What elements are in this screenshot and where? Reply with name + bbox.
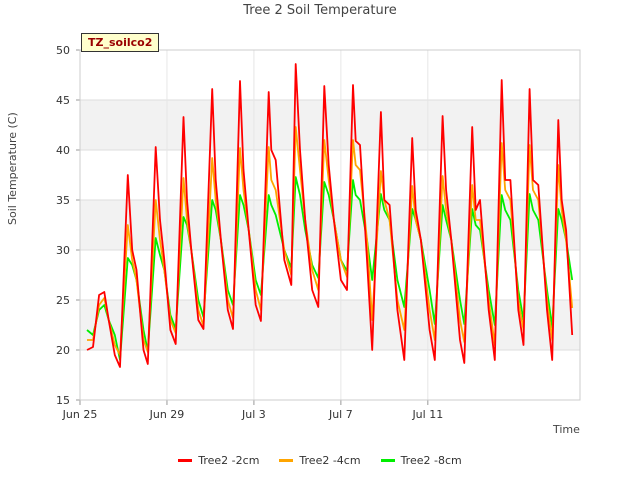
chart-title: Tree 2 Soil Temperature xyxy=(243,3,397,18)
y-tick-label: 45 xyxy=(56,94,70,107)
x-tick-label: Jun 29 xyxy=(149,408,185,421)
legend-item-8cm: Tree2 -8cm xyxy=(380,454,462,467)
legend-label-8cm: Tree2 -8cm xyxy=(400,454,462,467)
plot-band xyxy=(80,100,580,150)
legend-item-4cm: Tree2 -4cm xyxy=(279,454,361,467)
x-tick-label: Jul 11 xyxy=(411,408,443,421)
legend-swatch-2cm xyxy=(178,459,193,462)
y-axis-label: Soil Temperature (C) xyxy=(6,112,19,225)
y-tick-label: 50 xyxy=(56,44,70,57)
x-tick-label: Jul 3 xyxy=(241,408,266,421)
plot-frame xyxy=(79,49,581,401)
legend-swatch-4cm xyxy=(279,459,294,462)
legend: Tree2 -2cm Tree2 -4cm Tree2 -8cm xyxy=(0,454,640,467)
x-tick-label: Jun 25 xyxy=(62,408,98,421)
y-tick-label: 15 xyxy=(56,394,70,407)
y-tick-label: 35 xyxy=(56,194,70,207)
site-badge: TZ_soilco2 xyxy=(81,33,160,52)
y-tick-label: 30 xyxy=(56,244,70,257)
legend-item-2cm: Tree2 -2cm xyxy=(178,454,259,467)
x-tick-label: Jul 7 xyxy=(328,408,353,421)
plot-band xyxy=(80,300,580,350)
legend-label-2cm: Tree2 -2cm xyxy=(198,454,260,467)
series-line-tree2-2cm xyxy=(86,63,574,368)
y-tick-label: 40 xyxy=(56,144,70,157)
legend-label-4cm: Tree2 -4cm xyxy=(299,454,361,467)
y-tick-label: 20 xyxy=(56,344,70,357)
legend-swatch-8cm xyxy=(380,459,395,462)
y-tick-label: 25 xyxy=(56,294,70,307)
x-axis-label: Time xyxy=(553,423,580,436)
plot-band xyxy=(80,200,580,250)
